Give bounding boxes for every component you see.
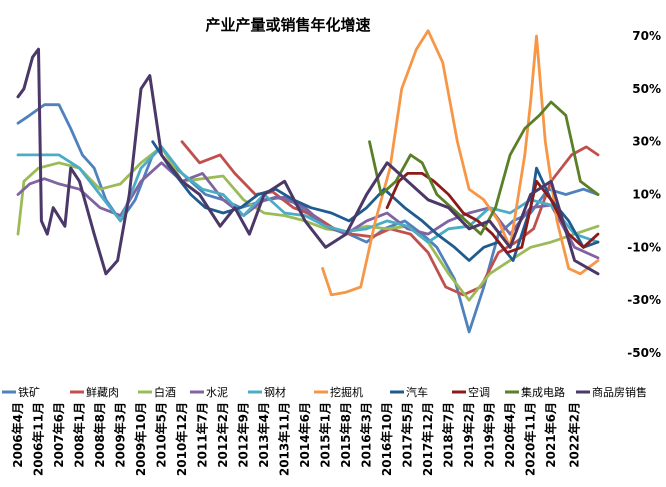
y-tick-label: 10% bbox=[632, 188, 661, 202]
x-tick-label: 2018年7月 bbox=[441, 402, 456, 468]
series-line-9 bbox=[16, 47, 600, 276]
x-tick-label: 2016年10月 bbox=[379, 402, 394, 476]
legend-label-2: 白酒 bbox=[154, 385, 176, 399]
x-tick-label: 2013年11月 bbox=[277, 402, 292, 476]
x-tick-label: 2017年5月 bbox=[400, 402, 415, 468]
x-tick-label: 2017年12月 bbox=[420, 402, 435, 476]
legend-label-8: 集成电路 bbox=[521, 385, 565, 399]
legend-label-4: 钢材 bbox=[264, 385, 286, 399]
y-tick-label: 70% bbox=[632, 29, 661, 43]
x-tick-label: 2014年6月 bbox=[297, 402, 312, 468]
legend-label-0: 铁矿 bbox=[18, 386, 40, 399]
y-tick-label: -10% bbox=[627, 240, 661, 254]
y-tick-label: -50% bbox=[627, 346, 661, 360]
series-line-2 bbox=[16, 145, 600, 302]
x-tick-label: 2013年4月 bbox=[256, 402, 271, 468]
x-tick-label: 2015年8月 bbox=[338, 402, 353, 468]
series-line-8 bbox=[368, 100, 600, 236]
legend: 铁矿 鲜藏肉 白酒 水泥 钢材 挖掘机 汽车 空调 集成电路 商品房销售 bbox=[2, 385, 647, 399]
x-tick-label: 2007年6月 bbox=[51, 402, 66, 468]
legend-label-3: 水泥 bbox=[206, 386, 228, 399]
series-line-1 bbox=[180, 140, 600, 297]
x-tick-label: 2010年12月 bbox=[174, 402, 189, 476]
y-axis: 70% 50% 30% 10% -10% -30% -50% bbox=[627, 29, 661, 360]
x-tick-label: 2006年4月 bbox=[10, 402, 25, 468]
legend-label-7: 空调 bbox=[468, 385, 490, 399]
x-tick-label: 2021年6月 bbox=[543, 402, 558, 468]
x-tick-label: 2016年3月 bbox=[359, 402, 374, 468]
legend-label-1: 鲜藏肉 bbox=[86, 385, 119, 399]
x-tick-label: 2008年8月 bbox=[92, 402, 107, 468]
legend-label-6: 汽车 bbox=[406, 385, 428, 399]
y-tick-label: -30% bbox=[627, 293, 661, 307]
series-line-5 bbox=[321, 29, 600, 297]
x-tick-label: 2019年2月 bbox=[461, 402, 476, 468]
series-line-4 bbox=[16, 145, 600, 244]
chart-title: 产业产量或销售年化增速 bbox=[205, 16, 370, 34]
y-tick-label: 30% bbox=[632, 135, 661, 149]
x-tick-label: 2019年9月 bbox=[482, 402, 497, 468]
x-tick-label: 2009年10月 bbox=[133, 402, 148, 476]
legend-label-5: 挖掘机 bbox=[330, 385, 363, 399]
x-tick-label: 2006年11月 bbox=[31, 402, 46, 476]
x-tick-label: 2009年3月 bbox=[113, 402, 128, 468]
legend-label-9: 商品房销售 bbox=[592, 385, 647, 399]
x-tick-label: 2020年11月 bbox=[523, 402, 538, 476]
x-tick-label: 2012年2月 bbox=[215, 402, 230, 468]
x-tick-label: 2010年5月 bbox=[154, 402, 169, 468]
x-tick-label: 2015年1月 bbox=[318, 402, 333, 468]
x-tick-label: 2008年1月 bbox=[72, 402, 87, 468]
x-tick-label: 2022年2月 bbox=[567, 402, 582, 468]
x-axis: 2006年4月 2006年11月 2007年6月 2008年1月 2008年8月 2009… bbox=[10, 402, 582, 476]
series-layer bbox=[16, 29, 600, 334]
x-tick-label: 2011年7月 bbox=[195, 402, 210, 468]
x-tick-label: 2012年9月 bbox=[236, 402, 251, 468]
y-tick-label: 50% bbox=[632, 82, 661, 96]
x-tick-label: 2020年4月 bbox=[502, 402, 517, 468]
